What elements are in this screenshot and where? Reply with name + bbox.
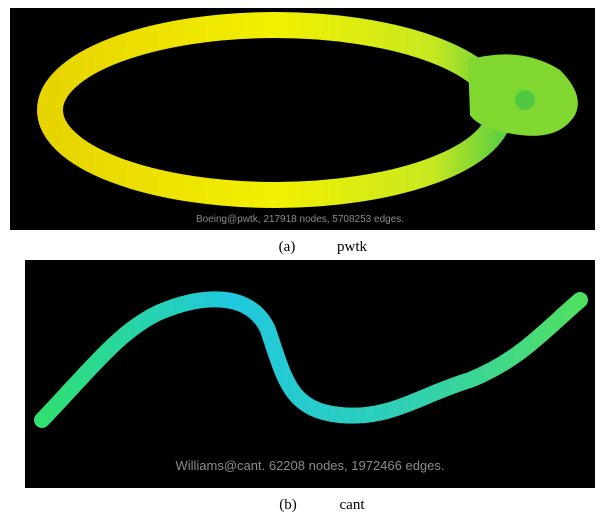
figure: Boeing@pwtk, 217918 nodes, 5708253 edges… — [0, 0, 603, 516]
panel-name: cant — [340, 497, 366, 513]
page: Boeing@pwtk, 217918 nodes, 5708253 edges… — [0, 0, 603, 516]
panel-name: pwtk — [337, 239, 368, 255]
panel-label: (b) — [279, 497, 297, 513]
panel-label: (a) — [279, 239, 296, 255]
panel-b-image — [25, 260, 595, 488]
image-caption: Boeing@pwtk, 217918 nodes, 5708253 edges… — [196, 214, 404, 225]
image-caption: Williams@cant. 62208 nodes, 1972466 edge… — [175, 458, 444, 473]
pwtk-detail — [515, 90, 535, 110]
